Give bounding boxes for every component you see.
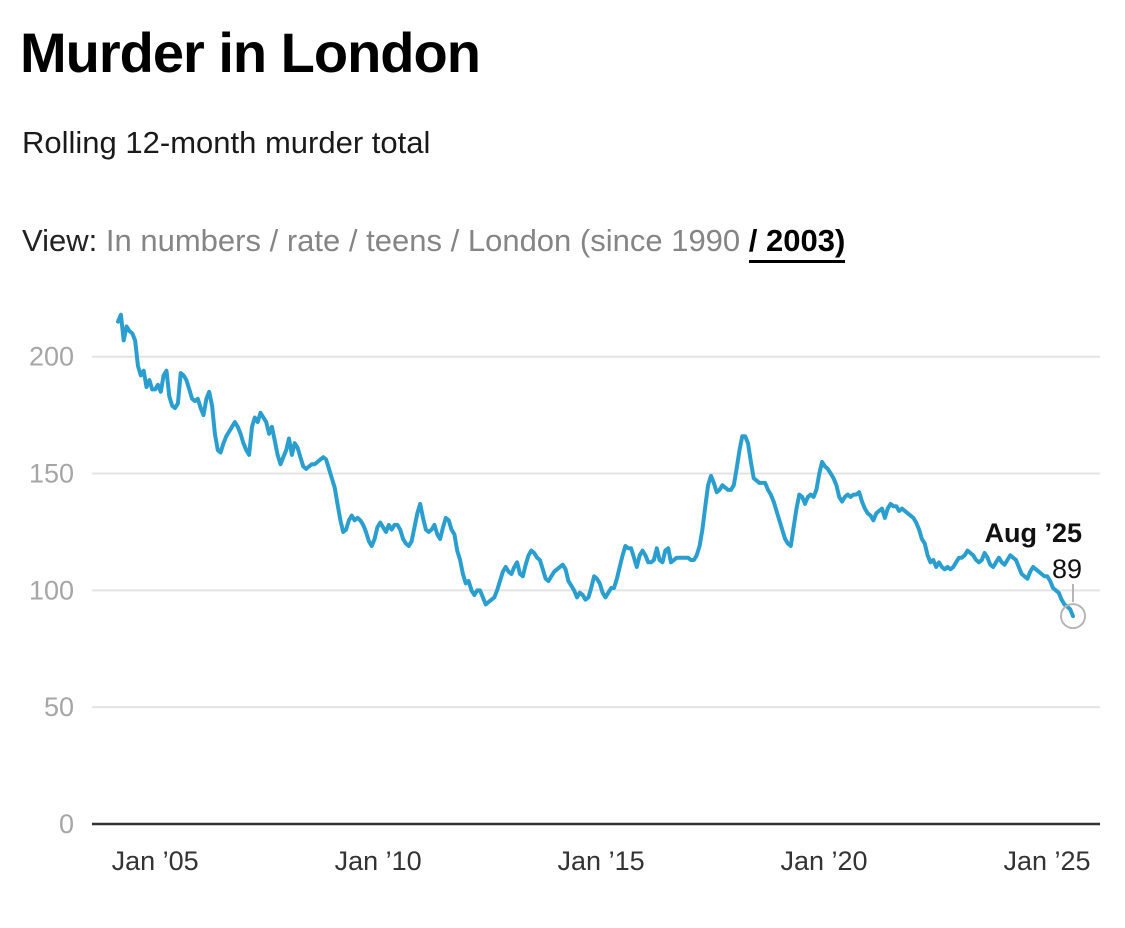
- series-line-group: [116, 312, 1075, 619]
- annotation-group: Aug ’25 89: [984, 518, 1086, 630]
- y-tick-label: 50: [44, 692, 74, 722]
- x-tick-label: Jan ’15: [558, 846, 645, 876]
- series-line: [116, 312, 1075, 619]
- x-tick-label: Jan ’05: [112, 846, 199, 876]
- annotation-value-label: 89: [1052, 554, 1082, 584]
- view-option-london-since-1990[interactable]: London (since 1990: [467, 223, 741, 258]
- y-tick-label: 200: [29, 342, 74, 372]
- grid-lines: [92, 355, 1100, 826]
- view-separator: /: [450, 223, 460, 258]
- y-tick-label: 150: [29, 459, 74, 489]
- view-label: View:: [22, 223, 98, 258]
- y-tick-label: 0: [59, 809, 74, 839]
- chart-subtitle: Rolling 12-month murder total: [22, 125, 431, 160]
- annotation-date-label: Aug ’25: [984, 518, 1082, 548]
- x-tick-label: Jan ’25: [1003, 846, 1090, 876]
- x-tick-label: Jan ’10: [335, 846, 422, 876]
- x-axis-ticks: Jan ’05 Jan ’10 Jan ’15 Jan ’20 Jan ’25: [112, 846, 1091, 876]
- latest-point-marker: [1060, 603, 1086, 630]
- view-selector: View: In numbers / rate / teens / London…: [22, 222, 846, 263]
- view-option-teens[interactable]: teens: [366, 223, 442, 258]
- view-option-rate[interactable]: rate: [286, 223, 341, 258]
- line-chart: 0 50 100 150 200 Jan ’05 Jan ’10 Jan ’15 Jan ’2…: [29, 312, 1100, 876]
- view-separator: /: [269, 223, 279, 258]
- y-axis-ticks: 0 50 100 150 200: [29, 342, 74, 839]
- x-tick-label: Jan ’20: [780, 846, 867, 876]
- y-tick-label: 100: [29, 575, 74, 605]
- view-option-numbers[interactable]: In numbers: [105, 223, 261, 258]
- view-option-since-2003[interactable]: / 2003): [748, 223, 846, 263]
- view-separator: /: [348, 223, 358, 258]
- chart-title: Murder in London: [20, 21, 481, 84]
